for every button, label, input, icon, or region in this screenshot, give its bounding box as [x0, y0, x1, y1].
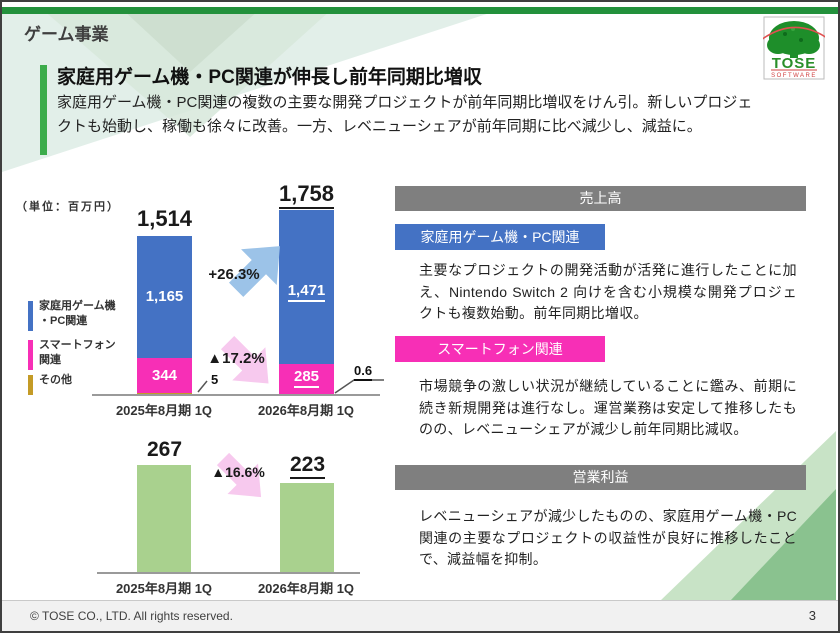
- seg-label-smartphone-2025: 344: [151, 367, 178, 384]
- sales-bar-2025: [137, 209, 192, 394]
- sales-xlabel-2025: 2025年8月期 1Q: [115, 403, 213, 418]
- legend-swatch-console: [28, 301, 33, 331]
- profit-total-2025: 267: [146, 438, 183, 461]
- footer: © TOSE CO., LTD. All rights reserved. 3: [2, 600, 838, 631]
- profit-chart-axis: [97, 572, 360, 574]
- console-pc-badge: 家庭用ゲーム機・PC関連: [395, 224, 605, 250]
- other-label-2025: 5: [211, 372, 219, 387]
- red-arc: [763, 26, 825, 40]
- logo-text: TOSE: [772, 55, 817, 72]
- lead-paragraph: 家庭用ゲーム機・PC関連の複数の主要な開発プロジェクトが前年同期比増収をけん引。…: [57, 94, 753, 135]
- top-green-bar: [2, 7, 838, 14]
- sales-total-2025: 1,514: [136, 206, 193, 231]
- unit-label: （単位：百万円）: [16, 201, 120, 213]
- sales-section-header: 売上高: [395, 186, 806, 211]
- legend-swatch-other: [28, 375, 33, 395]
- sales-xlabel-2026: 2026年8月期 1Q: [257, 403, 355, 418]
- sales-chart-axis: [92, 394, 380, 396]
- page-number: 3: [808, 608, 816, 623]
- headline-accent-bar: [40, 65, 47, 155]
- profit-section-header: 営業利益: [395, 465, 806, 490]
- profit-xlabel-2025: 2025年8月期 1Q: [115, 581, 213, 596]
- tose-logo: TOSE SOFTWARE: [763, 16, 825, 80]
- seg-label-console-2026: 1,471: [279, 282, 334, 302]
- sales-total-2026: 1,758: [249, 181, 364, 209]
- smartphone-badge: スマートフォン関連: [395, 336, 605, 362]
- smartphone-change-pct: ▲17.2%: [207, 350, 265, 367]
- seg-label-smartphone-2026: 285: [279, 368, 334, 388]
- smartphone-text: 市場競争の激しい状況が継続していることに鑑み、前期に続き新規開発は進行なし。運営…: [419, 378, 797, 438]
- profit-change-pct: ▲16.6%: [211, 464, 265, 480]
- seg-label-console-2025: 1,165: [145, 288, 184, 305]
- headline: 家庭用ゲーム機・PC関連が伸長し前年同期比増収: [57, 67, 482, 88]
- console-pc-text: 主要なプロジェクトの開発活動が活発に進行したことに加え、Nintendo Swi…: [419, 262, 797, 322]
- leader-lines: [197, 379, 384, 394]
- page-title: ゲーム事業: [24, 25, 109, 44]
- other-label-2026: 0.6: [354, 363, 373, 381]
- sales-chart: 1,514 1,758 1,165 344 1,471 285 +26.3% ▲…: [77, 181, 397, 419]
- profit-text: レベニューシェアが減少したものの、家庭用ゲーム機・PC関連の主要なプロジェクトの…: [419, 508, 797, 568]
- profit-bar-2025: [137, 465, 191, 572]
- legend-swatch-smartphone: [28, 340, 33, 370]
- copyright-text: © TOSE CO., LTD. All rights reserved.: [30, 609, 233, 623]
- profit-xlabel-2026: 2026年8月期 1Q: [257, 581, 355, 596]
- sales-bar-2026: [279, 209, 334, 394]
- logo-subtext: SOFTWARE: [771, 73, 817, 79]
- profit-bar-2026: [280, 482, 334, 572]
- profit-chart: 267 223 ▲16.6% 2025年8月期 1Q 2026年8月期 1Q: [77, 432, 397, 602]
- sales-change-pct: +26.3%: [208, 266, 260, 283]
- profit-total-2026: 223: [250, 453, 365, 479]
